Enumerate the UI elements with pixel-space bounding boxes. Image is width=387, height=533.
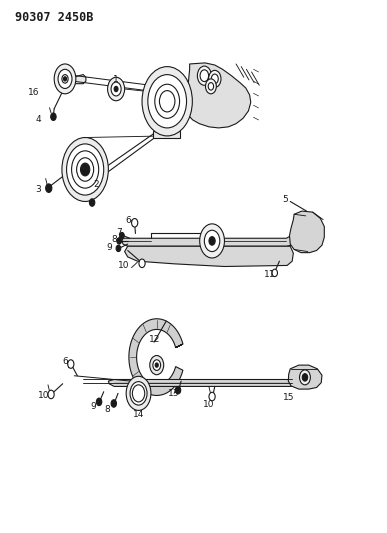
Text: 6: 6 [126,216,131,225]
Circle shape [209,70,221,87]
Polygon shape [129,319,183,395]
Text: 5: 5 [283,195,288,204]
Text: 6: 6 [62,357,68,366]
Text: 11: 11 [264,270,276,279]
Text: 10: 10 [118,261,130,270]
Circle shape [139,259,145,268]
Circle shape [142,67,192,136]
Circle shape [54,64,76,94]
Circle shape [132,385,145,402]
Circle shape [63,77,67,81]
Circle shape [208,83,214,90]
Circle shape [51,113,56,120]
Circle shape [162,94,173,109]
Circle shape [209,392,215,401]
Text: 1: 1 [113,76,119,84]
Circle shape [148,75,187,128]
Circle shape [155,363,158,367]
Circle shape [96,398,102,406]
Circle shape [175,386,181,394]
Polygon shape [288,365,322,389]
Circle shape [200,224,224,258]
Circle shape [205,79,216,94]
Circle shape [108,77,125,101]
Circle shape [89,199,95,206]
Circle shape [117,238,122,244]
Circle shape [58,69,72,88]
Circle shape [200,70,209,82]
Circle shape [116,245,121,252]
Text: 12: 12 [149,335,161,344]
Text: 13: 13 [168,389,179,398]
Polygon shape [122,231,306,246]
Circle shape [132,219,138,227]
Text: 16: 16 [28,88,40,97]
Text: 4: 4 [35,116,41,124]
Text: 90307 2450B: 90307 2450B [15,11,94,23]
Circle shape [114,86,118,92]
Circle shape [126,376,151,410]
Polygon shape [153,131,180,138]
Circle shape [48,390,54,399]
Circle shape [111,400,116,407]
Circle shape [197,66,211,85]
Polygon shape [73,75,86,84]
Text: 8: 8 [111,236,117,244]
Circle shape [159,91,175,112]
Circle shape [211,74,218,84]
Circle shape [46,184,52,192]
Circle shape [111,82,121,96]
Circle shape [209,237,215,245]
Circle shape [68,360,74,368]
Circle shape [80,163,90,176]
Circle shape [120,232,124,239]
Text: 10: 10 [38,391,49,400]
Circle shape [72,151,99,188]
Polygon shape [108,374,307,386]
Circle shape [62,75,68,83]
Text: 14: 14 [133,410,144,419]
Text: 9: 9 [90,402,96,410]
Polygon shape [185,63,251,128]
Circle shape [153,360,161,370]
Circle shape [300,370,310,385]
Circle shape [155,84,180,118]
Text: 15: 15 [283,393,294,401]
Text: 8: 8 [105,405,110,414]
Circle shape [302,374,308,381]
Text: 7: 7 [116,229,122,237]
Text: 9: 9 [106,244,112,252]
Polygon shape [125,246,293,266]
Polygon shape [289,211,324,253]
Circle shape [272,269,277,277]
Text: 2: 2 [93,181,99,189]
Circle shape [150,356,164,375]
Text: 10: 10 [202,400,214,408]
Text: 3: 3 [35,185,41,193]
Circle shape [77,158,94,181]
Circle shape [135,388,142,399]
Circle shape [67,144,104,195]
Circle shape [130,382,147,405]
Circle shape [62,138,108,201]
Circle shape [204,230,220,252]
